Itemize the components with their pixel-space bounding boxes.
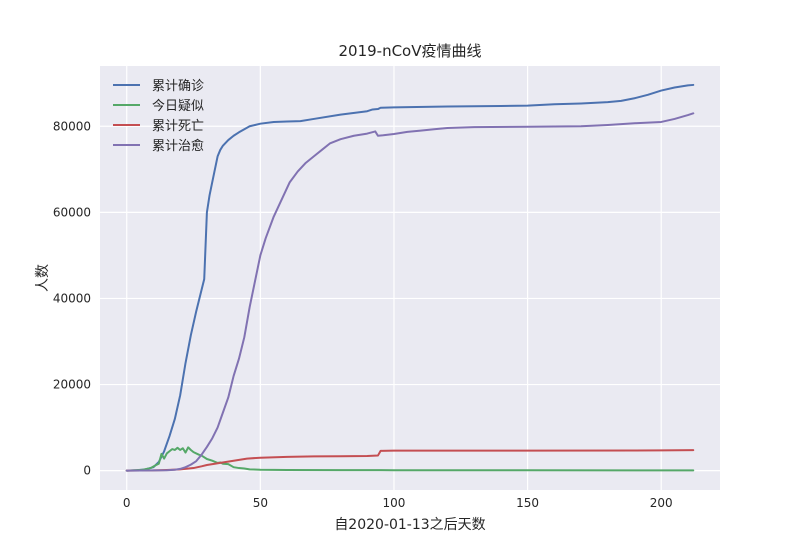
legend-label-2: 今日疑似 — [152, 98, 204, 114]
y-axis-label: 人数 — [35, 264, 51, 292]
series-line-1 — [125, 83, 695, 472]
series-line-2 — [125, 446, 695, 472]
x-tick-label: 100 — [383, 496, 406, 510]
chart-title: 2019-nCoV疫情曲线 — [338, 42, 481, 60]
x-axis-label: 自2020-01-13之后天数 — [334, 517, 485, 533]
x-tick-label: 0 — [123, 496, 131, 510]
x-tick-label: 150 — [516, 496, 539, 510]
series-lines — [125, 83, 695, 472]
legend-label-4: 累计治愈 — [152, 139, 204, 154]
x-tick-label: 50 — [253, 496, 268, 510]
series-line-3 — [125, 449, 695, 472]
y-tick-label: 20000 — [53, 378, 91, 392]
y-tick-label: 60000 — [53, 205, 91, 219]
series-line-4 — [125, 112, 695, 472]
y-tick-label: 40000 — [53, 291, 91, 305]
legend-label-3: 累计死亡 — [152, 119, 204, 134]
legend-label-1: 累计确诊 — [152, 79, 204, 94]
y-tick-label: 0 — [83, 464, 91, 478]
y-tick-label: 80000 — [53, 119, 91, 133]
x-tick-label: 200 — [650, 496, 673, 510]
tick-labels: 0 50 100 150 200 0 20000 40000 60000 80000 — [53, 119, 673, 510]
